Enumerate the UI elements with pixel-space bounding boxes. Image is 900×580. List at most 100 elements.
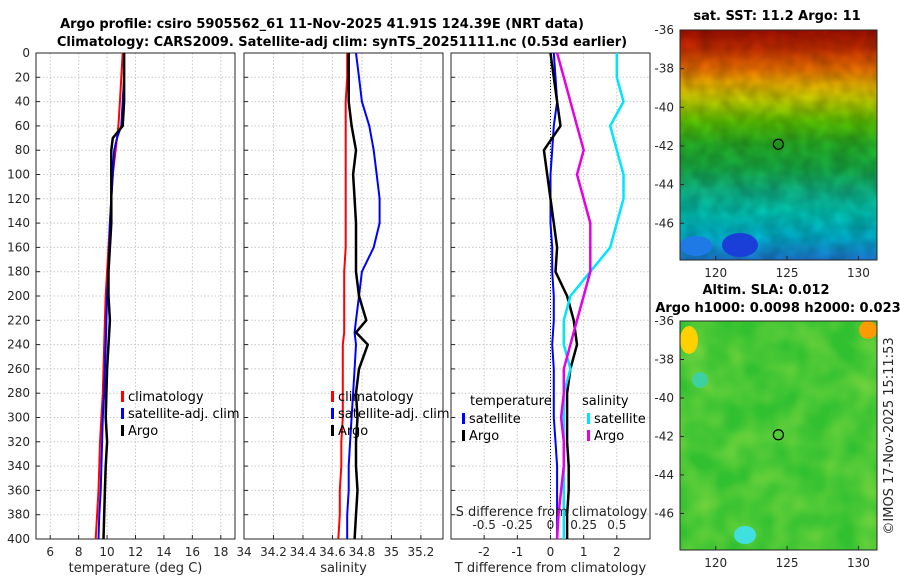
sla-map-subtitle: Argo h1000: 0.0098 h2000: 0.023 (655, 301, 900, 316)
sla-map-frame (679, 320, 878, 551)
legend-swatch (121, 425, 124, 436)
y-tick-label: 360 (7, 483, 30, 497)
temperature-panel: 6 8 10 12 14 16 18 temperature (deg C) 0 20 40 60 80… (7, 46, 240, 576)
legend-label: climatology (128, 390, 204, 405)
map-y-tick-label: -44 (654, 468, 674, 482)
y-tick-label: 240 (7, 338, 30, 352)
series-line-salinity-argo (555, 52, 592, 540)
map-y-tick-label: -38 (654, 62, 674, 76)
x-tick-label: 2 (613, 545, 621, 559)
sla-heatmap-texture (680, 321, 877, 550)
sst-map-axes: 120 125 130 -36 -38 -40 -42 -44 -46 (654, 23, 870, 280)
s-tick-label: 0.5 (607, 518, 626, 532)
series-line-climatology (337, 53, 349, 540)
series-line-temperature-satellite (549, 52, 559, 539)
legend-swatch (462, 430, 465, 441)
sst-map-title: sat. SST: 11.2 Argo: 11 (693, 9, 860, 24)
y-tick-label: 280 (7, 386, 30, 400)
y-tick-label: 400 (7, 532, 30, 546)
x-tick-label: 34 (236, 545, 251, 559)
legend-label: Argo (338, 424, 368, 439)
sla-low-patch (734, 526, 756, 544)
map-x-tick-label: 120 (704, 266, 727, 280)
x-tick-label: 14 (156, 545, 171, 559)
y-tick-label: 80 (15, 143, 30, 157)
legend-label: satellite-adj. clim (128, 407, 240, 422)
series-line-argo (347, 53, 370, 540)
legend-swatch (121, 408, 124, 419)
map-y-tick-label: -38 (654, 352, 674, 366)
x-tick-label: 1 (580, 545, 588, 559)
sla-map-panel: Altim. SLA: 0.012 Argo h1000: 0.0098 h20… (654, 283, 900, 570)
map-y-tick-label: -42 (654, 139, 674, 153)
y-tick-label: 180 (7, 265, 30, 279)
x-tick-label: 6 (46, 545, 54, 559)
sla-map-title: Altim. SLA: 0.012 (703, 283, 830, 298)
series-line-satellite-adj-clim (346, 52, 381, 539)
sla-high-patch (859, 321, 877, 339)
legend-swatch (587, 430, 590, 441)
x-tick-label: 12 (128, 545, 143, 559)
x-tick-label: 0 (547, 545, 555, 559)
x-tick-label: 8 (75, 545, 83, 559)
legend-swatch (331, 391, 334, 402)
x-tick-label: 35 (384, 545, 399, 559)
y-tick-label: 140 (7, 216, 30, 230)
map-y-tick-label: -36 (654, 23, 674, 37)
sla-high-patch (680, 326, 698, 354)
map-y-tick-label: -36 (654, 314, 674, 328)
salinity-panel: 34 34.2 34.4 34.6 34.8 35 35.2 salinity climatol… (236, 52, 450, 576)
x-tick-label: 18 (213, 545, 228, 559)
y-tick-label: 380 (7, 508, 30, 522)
y-tick-label: 40 (15, 95, 30, 109)
y-tick-label: 0 (22, 46, 30, 60)
legend-label: climatology (338, 390, 414, 405)
legend-label: Argo (469, 429, 499, 444)
x-axis-label: salinity (320, 561, 367, 576)
legend-title-salinity: salinity (582, 394, 629, 409)
legend-title-temperature: temperature (470, 394, 552, 409)
y-tick-label: 120 (7, 192, 30, 206)
imos-credit: ©IMOS 17-Nov-2025 15:11:53 (882, 337, 897, 534)
x-tick-label: 10 (99, 545, 114, 559)
x-tick-label: 34.4 (290, 545, 317, 559)
map-x-tick-label: 125 (776, 556, 799, 570)
x-axis-label: temperature (deg C) (69, 561, 203, 576)
sst-map-frame (679, 29, 878, 261)
legend-label: Argo (128, 424, 158, 439)
series-line-argo (102, 53, 126, 540)
legend-swatch (587, 413, 590, 424)
y-tick-label: 160 (7, 240, 30, 254)
map-x-tick-label: 130 (847, 266, 870, 280)
sla-map-axes: 120 125 130 -36 -38 -40 -42 -44 -46 (654, 314, 870, 570)
y-tick-label: 100 (7, 168, 30, 182)
figure-title-line2: Climatology: CARS2009. Satellite-adj cli… (57, 35, 627, 50)
series-line-temperature-argo (542, 52, 579, 539)
legend-swatch (121, 391, 124, 402)
x-tick-label: -2 (478, 545, 490, 559)
sst-cold-patch (680, 236, 712, 256)
y-tick-label: 300 (7, 411, 30, 425)
legend-swatch (462, 413, 465, 424)
figure-title-line1: Argo profile: csiro 5905562_61 11-Nov-20… (60, 17, 584, 32)
y-tick-label: 260 (7, 362, 30, 376)
s-tick-label: -0.25 (502, 518, 533, 532)
map-y-tick-label: -46 (654, 216, 674, 230)
y-tick-label: 20 (15, 70, 30, 84)
legend-label: Argo (594, 429, 624, 444)
map-x-tick-label: 130 (847, 556, 870, 570)
y-tick-label: 340 (7, 459, 30, 473)
map-y-tick-label: -46 (654, 506, 674, 520)
map-y-tick-label: -44 (654, 178, 674, 192)
y-tick-label: 320 (7, 435, 30, 449)
x-tick-label: 16 (185, 545, 200, 559)
s-tick-label: 0 (547, 518, 555, 532)
map-x-tick-label: 125 (776, 266, 799, 280)
argo-location-marker (772, 429, 784, 441)
y-tick-label: 60 (15, 119, 30, 133)
y-tick-label: 220 (7, 313, 30, 327)
sst-map-panel: sat. SST: 11.2 Argo: 11 120 125 130 -36 -38 -… (654, 9, 878, 280)
difference-panel: -2 -1 0 1 2 T difference from climatology -0.5… (450, 52, 651, 576)
legend-label: satellite (469, 412, 521, 427)
